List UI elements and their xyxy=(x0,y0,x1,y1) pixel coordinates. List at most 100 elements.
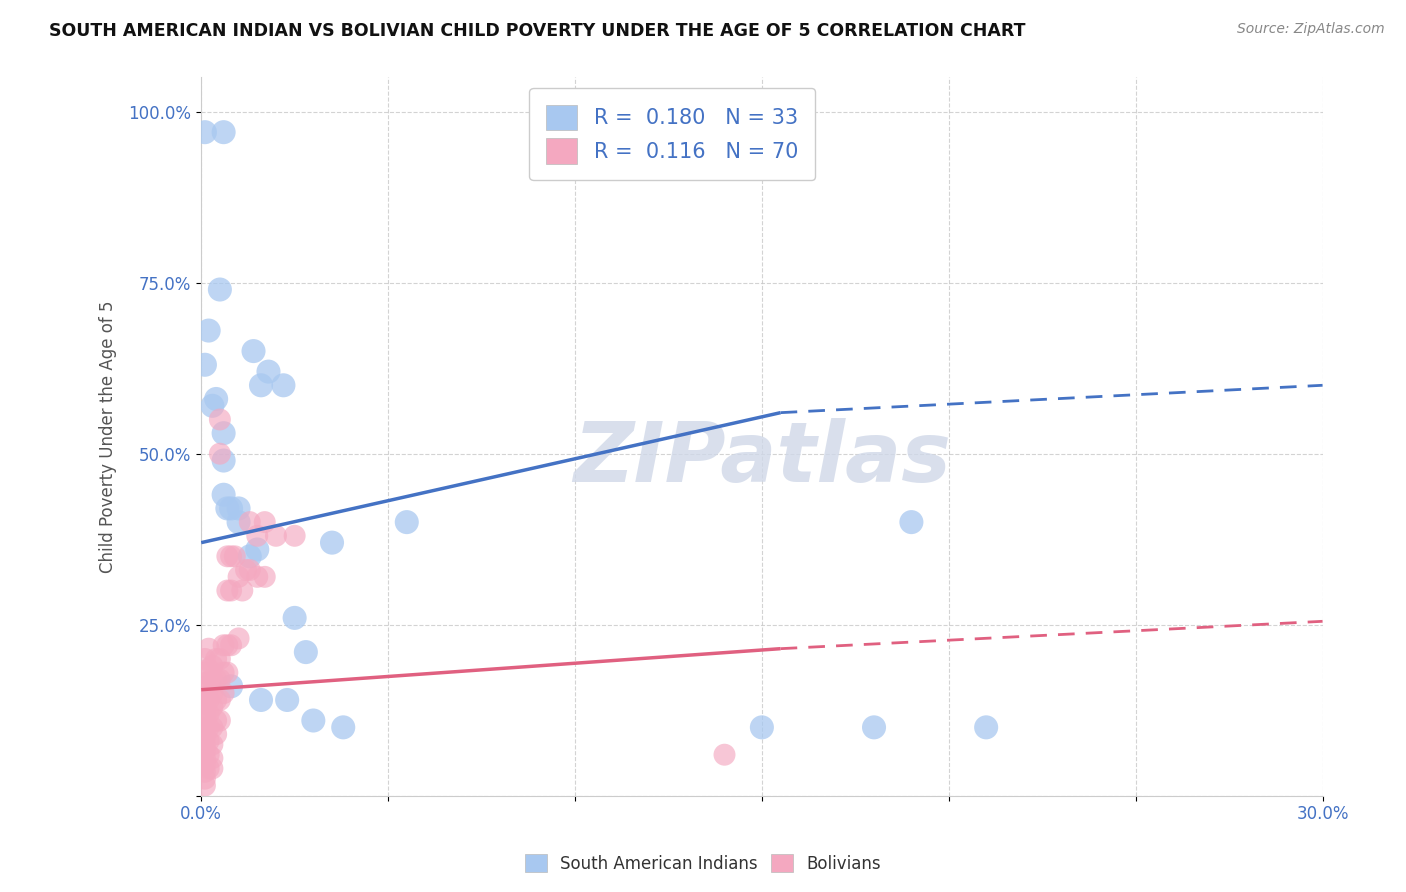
Point xyxy=(205,652,228,666)
Point xyxy=(231,583,253,598)
Point xyxy=(250,693,273,707)
Point xyxy=(212,125,235,139)
Point xyxy=(302,714,325,728)
Point xyxy=(201,686,224,700)
Point xyxy=(713,747,735,762)
Point xyxy=(284,529,307,543)
Point xyxy=(219,549,242,564)
Point xyxy=(201,738,224,752)
Point xyxy=(201,751,224,765)
Point xyxy=(194,358,217,372)
Point xyxy=(246,529,269,543)
Point xyxy=(194,779,217,793)
Point xyxy=(208,652,231,666)
Point xyxy=(194,744,217,758)
Point xyxy=(273,378,295,392)
Point xyxy=(395,515,418,529)
Point xyxy=(257,365,280,379)
Point xyxy=(201,673,224,687)
Point xyxy=(228,570,250,584)
Point xyxy=(321,535,343,549)
Point xyxy=(194,731,217,745)
Point xyxy=(194,710,217,724)
Point xyxy=(863,720,886,734)
Point xyxy=(205,693,228,707)
Point xyxy=(194,764,217,779)
Point xyxy=(212,638,235,652)
Point xyxy=(246,570,269,584)
Point xyxy=(250,378,273,392)
Point xyxy=(201,720,224,734)
Point xyxy=(246,542,269,557)
Point xyxy=(276,693,298,707)
Point xyxy=(264,529,287,543)
Point xyxy=(219,583,242,598)
Point xyxy=(332,720,354,734)
Point xyxy=(205,392,228,406)
Point xyxy=(239,549,262,564)
Point xyxy=(194,758,217,772)
Point xyxy=(235,563,257,577)
Point xyxy=(197,747,219,762)
Point xyxy=(197,761,219,775)
Point xyxy=(208,412,231,426)
Y-axis label: Child Poverty Under the Age of 5: Child Poverty Under the Age of 5 xyxy=(100,301,117,573)
Point xyxy=(217,638,239,652)
Point xyxy=(194,125,217,139)
Point xyxy=(194,751,217,765)
Point xyxy=(201,399,224,413)
Point xyxy=(253,570,276,584)
Point xyxy=(197,706,219,721)
Point xyxy=(212,686,235,700)
Point xyxy=(197,720,219,734)
Point xyxy=(295,645,318,659)
Point xyxy=(197,734,219,748)
Point xyxy=(205,673,228,687)
Point xyxy=(217,501,239,516)
Point xyxy=(228,632,250,646)
Legend: South American Indians, Bolivians: South American Indians, Bolivians xyxy=(519,847,887,880)
Point xyxy=(208,447,231,461)
Point xyxy=(201,761,224,775)
Point xyxy=(194,682,217,697)
Text: SOUTH AMERICAN INDIAN VS BOLIVIAN CHILD POVERTY UNDER THE AGE OF 5 CORRELATION C: SOUTH AMERICAN INDIAN VS BOLIVIAN CHILD … xyxy=(49,22,1026,40)
Point xyxy=(201,699,224,714)
Point xyxy=(212,426,235,441)
Point xyxy=(194,717,217,731)
Point xyxy=(212,488,235,502)
Point xyxy=(194,697,217,711)
Point xyxy=(219,501,242,516)
Point xyxy=(208,693,231,707)
Point xyxy=(219,679,242,693)
Point xyxy=(194,665,217,680)
Point xyxy=(217,549,239,564)
Point xyxy=(228,515,250,529)
Point xyxy=(194,723,217,738)
Point xyxy=(228,501,250,516)
Text: Source: ZipAtlas.com: Source: ZipAtlas.com xyxy=(1237,22,1385,37)
Point xyxy=(197,324,219,338)
Point xyxy=(197,662,219,676)
Point xyxy=(212,453,235,467)
Point xyxy=(217,665,239,680)
Point xyxy=(194,738,217,752)
Legend: R =  0.180   N = 33, R =  0.116   N = 70: R = 0.180 N = 33, R = 0.116 N = 70 xyxy=(530,87,815,180)
Point xyxy=(194,690,217,704)
Point xyxy=(205,727,228,741)
Point xyxy=(205,714,228,728)
Point xyxy=(208,283,231,297)
Point xyxy=(239,563,262,577)
Text: ZIPatlas: ZIPatlas xyxy=(572,417,950,499)
Point xyxy=(194,676,217,690)
Point xyxy=(197,641,219,656)
Point xyxy=(239,515,262,529)
Point xyxy=(208,714,231,728)
Point xyxy=(217,583,239,598)
Point xyxy=(253,515,276,529)
Point xyxy=(208,673,231,687)
Point xyxy=(751,720,773,734)
Point xyxy=(284,611,307,625)
Point xyxy=(194,772,217,786)
Point xyxy=(197,679,219,693)
Point xyxy=(194,652,217,666)
